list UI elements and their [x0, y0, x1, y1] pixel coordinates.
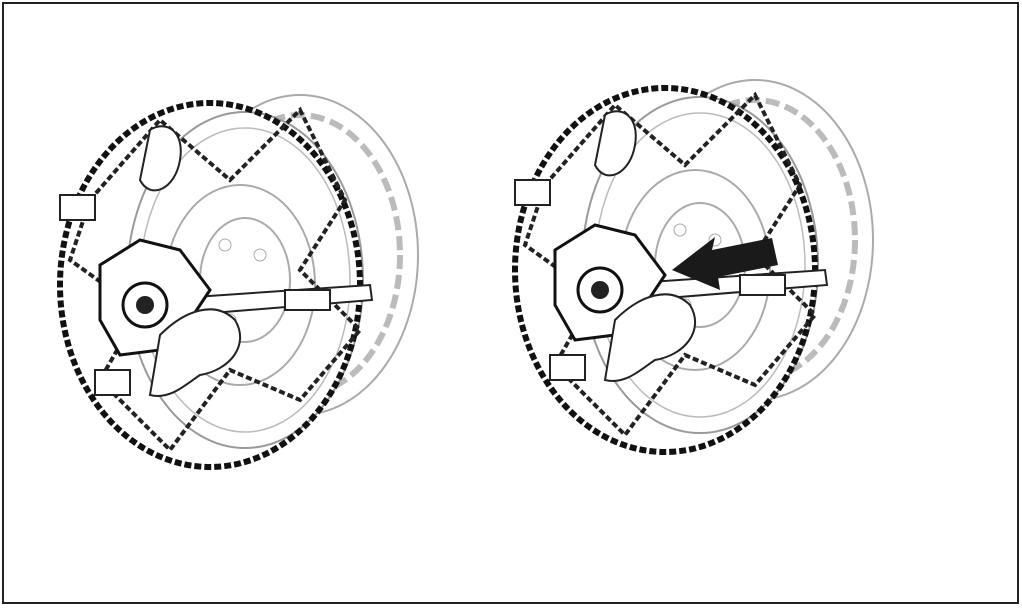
arrow — [672, 237, 778, 290]
